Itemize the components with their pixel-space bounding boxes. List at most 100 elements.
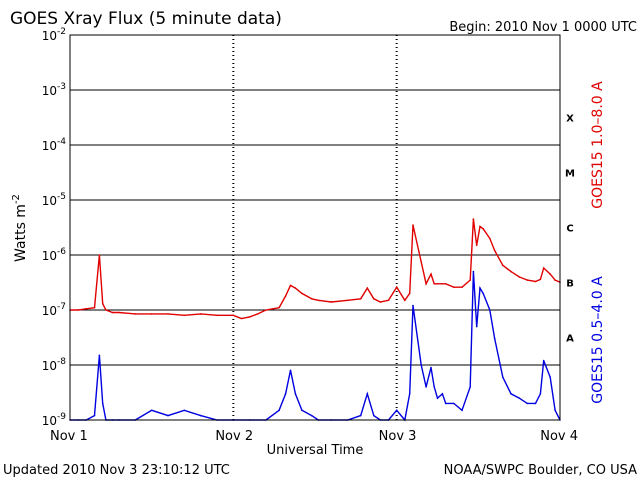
- data-point-long: [98, 254, 101, 256]
- y-tick-label: 10-7: [42, 302, 66, 318]
- data-point-short: [167, 414, 169, 417]
- series-line-long-channel: [70, 219, 561, 320]
- data-point-long: [85, 308, 88, 310]
- y-tick-base: 10: [42, 359, 57, 373]
- data-point-long: [284, 295, 287, 297]
- legend-long-group: GOES15 1.0–8.0 A: [590, 81, 606, 209]
- y-tick-exponent: -5: [57, 192, 66, 202]
- y-tick-base: 10: [42, 194, 57, 208]
- data-point-short: [472, 270, 475, 273]
- data-point-long: [453, 286, 455, 289]
- y-tick-label: 10-4: [42, 137, 67, 153]
- y-tick-label: 10-2: [42, 27, 66, 43]
- data-point-long: [294, 287, 297, 289]
- x-tick-label: Nov 1: [50, 429, 88, 444]
- data-point-short: [502, 376, 504, 379]
- data-point-short: [510, 393, 512, 395]
- flare-class-c: C: [566, 224, 573, 235]
- data-point-short: [539, 393, 542, 395]
- data-point-long: [373, 298, 375, 300]
- data-point-short: [444, 402, 447, 405]
- data-point-short: [289, 369, 292, 372]
- y-tick-exponent: -6: [57, 247, 66, 257]
- data-point-short: [461, 409, 463, 412]
- data-point-long: [167, 313, 169, 315]
- data-point-long: [489, 237, 491, 240]
- data-point-short: [93, 414, 96, 417]
- credit-text: NOAA/SWPC Boulder, CO USA: [444, 463, 637, 478]
- data-point-long: [539, 278, 542, 281]
- data-point-long: [101, 302, 104, 305]
- data-point-short: [482, 292, 485, 295]
- data-point-short: [441, 393, 444, 395]
- x-axis-label: Universal Time: [267, 443, 364, 458]
- data-point-long: [248, 316, 251, 318]
- y-tick-label: 10-9: [42, 412, 67, 428]
- data-point-short: [395, 409, 398, 412]
- y-tick-base: 10: [42, 249, 57, 263]
- data-point-short: [412, 304, 414, 307]
- data-point-long: [493, 249, 496, 252]
- data-point-short: [518, 397, 520, 399]
- data-point-short: [420, 364, 423, 366]
- x-tick-label: Nov 4: [540, 429, 578, 444]
- data-point-long: [232, 314, 235, 317]
- y-axis-label-text: Watts m: [13, 204, 29, 262]
- flare-class-a: A: [566, 334, 574, 345]
- data-point-short: [475, 325, 478, 328]
- data-point-long: [549, 273, 551, 275]
- data-point-long: [265, 309, 267, 311]
- data-point-long: [534, 280, 537, 283]
- y-tick-label: 10-8: [42, 357, 67, 373]
- data-point-short: [436, 397, 439, 399]
- y-axis-label: Watts m-2: [11, 194, 29, 262]
- data-point-long: [379, 301, 382, 303]
- data-point-long: [199, 313, 202, 315]
- chart-title: GOES Xray Flux (5 minute data): [10, 9, 282, 29]
- legend-short-group: GOES15 0.5–4.0 A: [590, 276, 606, 404]
- flare-class-x: X: [566, 114, 574, 125]
- data-point-long: [118, 311, 120, 314]
- y-tick-exponent: -4: [57, 137, 66, 147]
- data-point-long: [134, 313, 137, 315]
- data-point-short: [150, 409, 153, 412]
- data-point-short: [366, 393, 369, 395]
- data-point-short: [554, 409, 556, 412]
- data-point-long: [77, 309, 79, 311]
- data-point-short: [373, 414, 375, 417]
- data-point-short: [408, 393, 411, 395]
- y-tick-exponent: -3: [57, 82, 66, 92]
- data-point-long: [510, 270, 512, 273]
- data-point-long: [111, 311, 114, 314]
- data-point-short: [453, 402, 455, 405]
- data-point-short: [359, 414, 362, 417]
- data-point-long: [278, 306, 280, 309]
- data-point-long: [317, 299, 320, 302]
- data-point-short: [278, 409, 280, 412]
- y-tick-exponent: -8: [57, 357, 66, 367]
- data-point-long: [444, 283, 447, 285]
- data-point-short: [433, 386, 436, 388]
- data-point-long: [502, 264, 504, 267]
- data-point-long: [430, 273, 432, 275]
- flare-class-b: B: [566, 279, 574, 290]
- data-point-short: [199, 414, 202, 417]
- data-point-long: [289, 284, 292, 287]
- data-point-long: [93, 306, 96, 309]
- data-point-short: [425, 386, 427, 388]
- y-tick-exponent: -7: [57, 302, 66, 312]
- data-point-long: [475, 244, 478, 247]
- data-point-short: [542, 359, 545, 362]
- data-point-long: [395, 286, 398, 289]
- data-point-long: [420, 261, 423, 263]
- data-point-long: [330, 301, 333, 303]
- data-point-short: [493, 338, 496, 340]
- y-tick-base: 10: [42, 139, 57, 153]
- data-point-long: [404, 299, 406, 302]
- data-point-long: [257, 313, 259, 315]
- data-point-long: [425, 283, 427, 285]
- data-point-long: [469, 279, 472, 281]
- data-point-short: [98, 354, 101, 357]
- data-point-short: [526, 402, 529, 405]
- y-tick-labels: 10-210-310-410-510-610-710-810-9: [42, 27, 67, 428]
